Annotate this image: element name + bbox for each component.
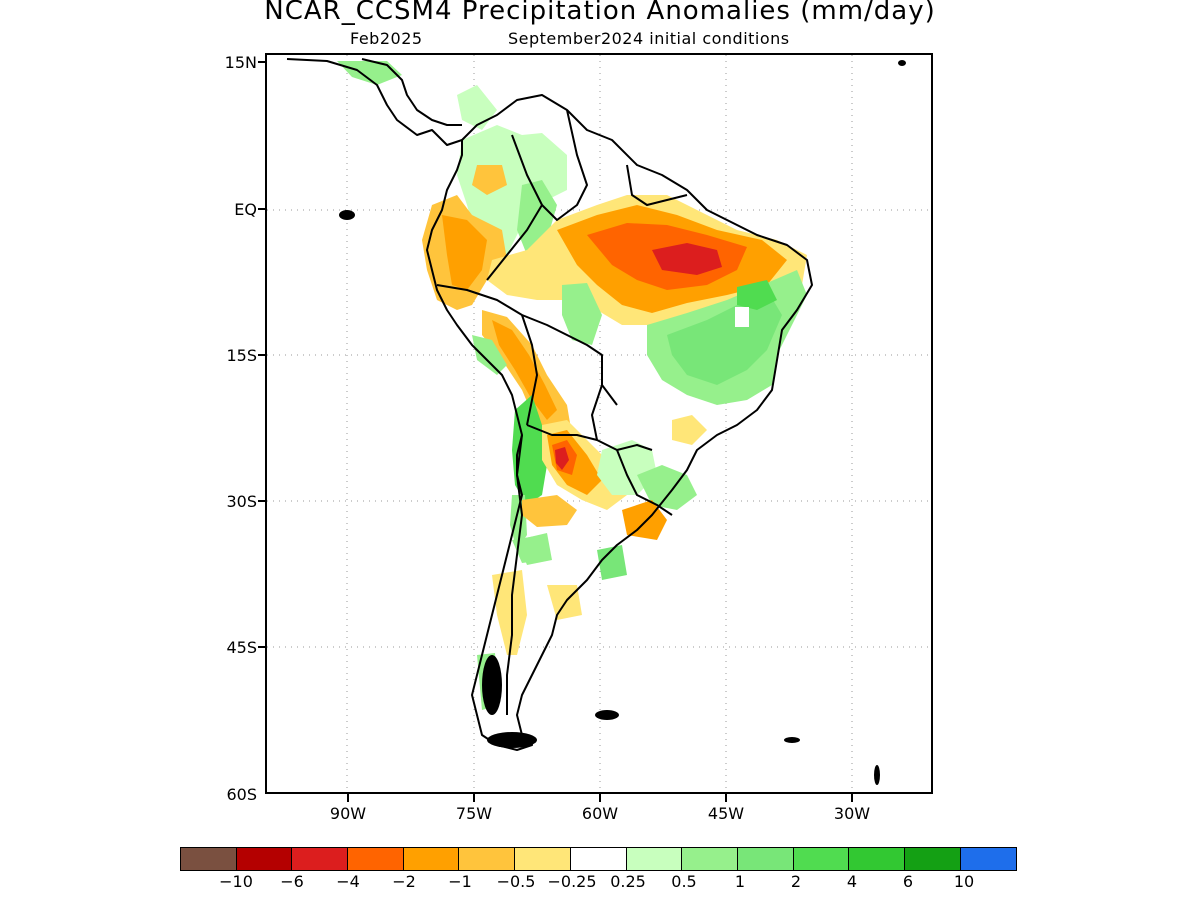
colorbar-swatch (459, 848, 516, 870)
forecast-month: Feb2025 (350, 29, 423, 48)
colorbar-label: −0.25 (547, 872, 597, 891)
lon-tick (725, 794, 727, 802)
colorbar-label: 0.5 (671, 872, 697, 891)
lat-tick (258, 208, 266, 210)
colorbar-swatch (737, 848, 794, 870)
colorbar-label: 0.25 (610, 872, 646, 891)
map-title: NCAR_CCSM4 Precipitation Anomalies (mm/d… (264, 0, 936, 26)
colorbar-swatch (181, 848, 237, 870)
lon-tick (599, 794, 601, 802)
colorbar-swatch (292, 848, 349, 870)
colorbar-swatch (960, 848, 1017, 870)
lat-label: 45S (226, 638, 257, 657)
lat-label: EQ (234, 200, 257, 219)
colorbar-label: 2 (790, 872, 802, 891)
colorbar-label: −6 (280, 872, 304, 891)
initial-conditions: September2024 initial conditions (508, 29, 790, 48)
lon-label: 90W (329, 804, 367, 823)
colorbar-swatch (682, 848, 738, 870)
grid-lines (267, 55, 931, 792)
colorbar-swatch (236, 848, 293, 870)
lon-tick (347, 794, 349, 802)
colorbar-swatch (570, 848, 627, 870)
colorbar-swatch (904, 848, 961, 870)
anomaly-shading (337, 61, 807, 710)
colorbar-swatch (626, 848, 683, 870)
coastline (286, 58, 813, 751)
colorbar-label: −1 (448, 872, 472, 891)
lat-tick (258, 500, 266, 502)
lat-label: 15N (224, 53, 257, 72)
colorbar (180, 847, 1018, 871)
lon-label: 30W (833, 804, 871, 823)
lon-label: 75W (455, 804, 493, 823)
colorbar-label: −10 (219, 872, 253, 891)
islands (339, 60, 906, 785)
colorbar-label: 4 (846, 872, 858, 891)
map-panel (265, 53, 933, 794)
lon-tick (851, 794, 853, 802)
lat-tick (258, 61, 266, 63)
colorbar-label: 10 (953, 872, 975, 891)
lat-label: 30S (226, 492, 257, 511)
lat-label: 60S (226, 785, 257, 804)
colorbar-swatch (793, 848, 850, 870)
colorbar-label: −4 (336, 872, 360, 891)
lat-label: 15S (226, 346, 257, 365)
precip-map (267, 55, 931, 792)
colorbar-label: 1 (734, 872, 746, 891)
colorbar-swatch (348, 848, 404, 870)
colorbar-swatch (849, 848, 905, 870)
colorbar-label: 6 (902, 872, 914, 891)
lon-label: 60W (581, 804, 619, 823)
lon-label: 45W (707, 804, 745, 823)
colorbar-label: −2 (392, 872, 416, 891)
colorbar-label: −0.5 (496, 872, 536, 891)
lon-tick (473, 794, 475, 802)
lat-tick (258, 646, 266, 648)
lat-tick (258, 354, 266, 356)
colorbar-swatch (515, 848, 571, 870)
colorbar-swatch (403, 848, 460, 870)
